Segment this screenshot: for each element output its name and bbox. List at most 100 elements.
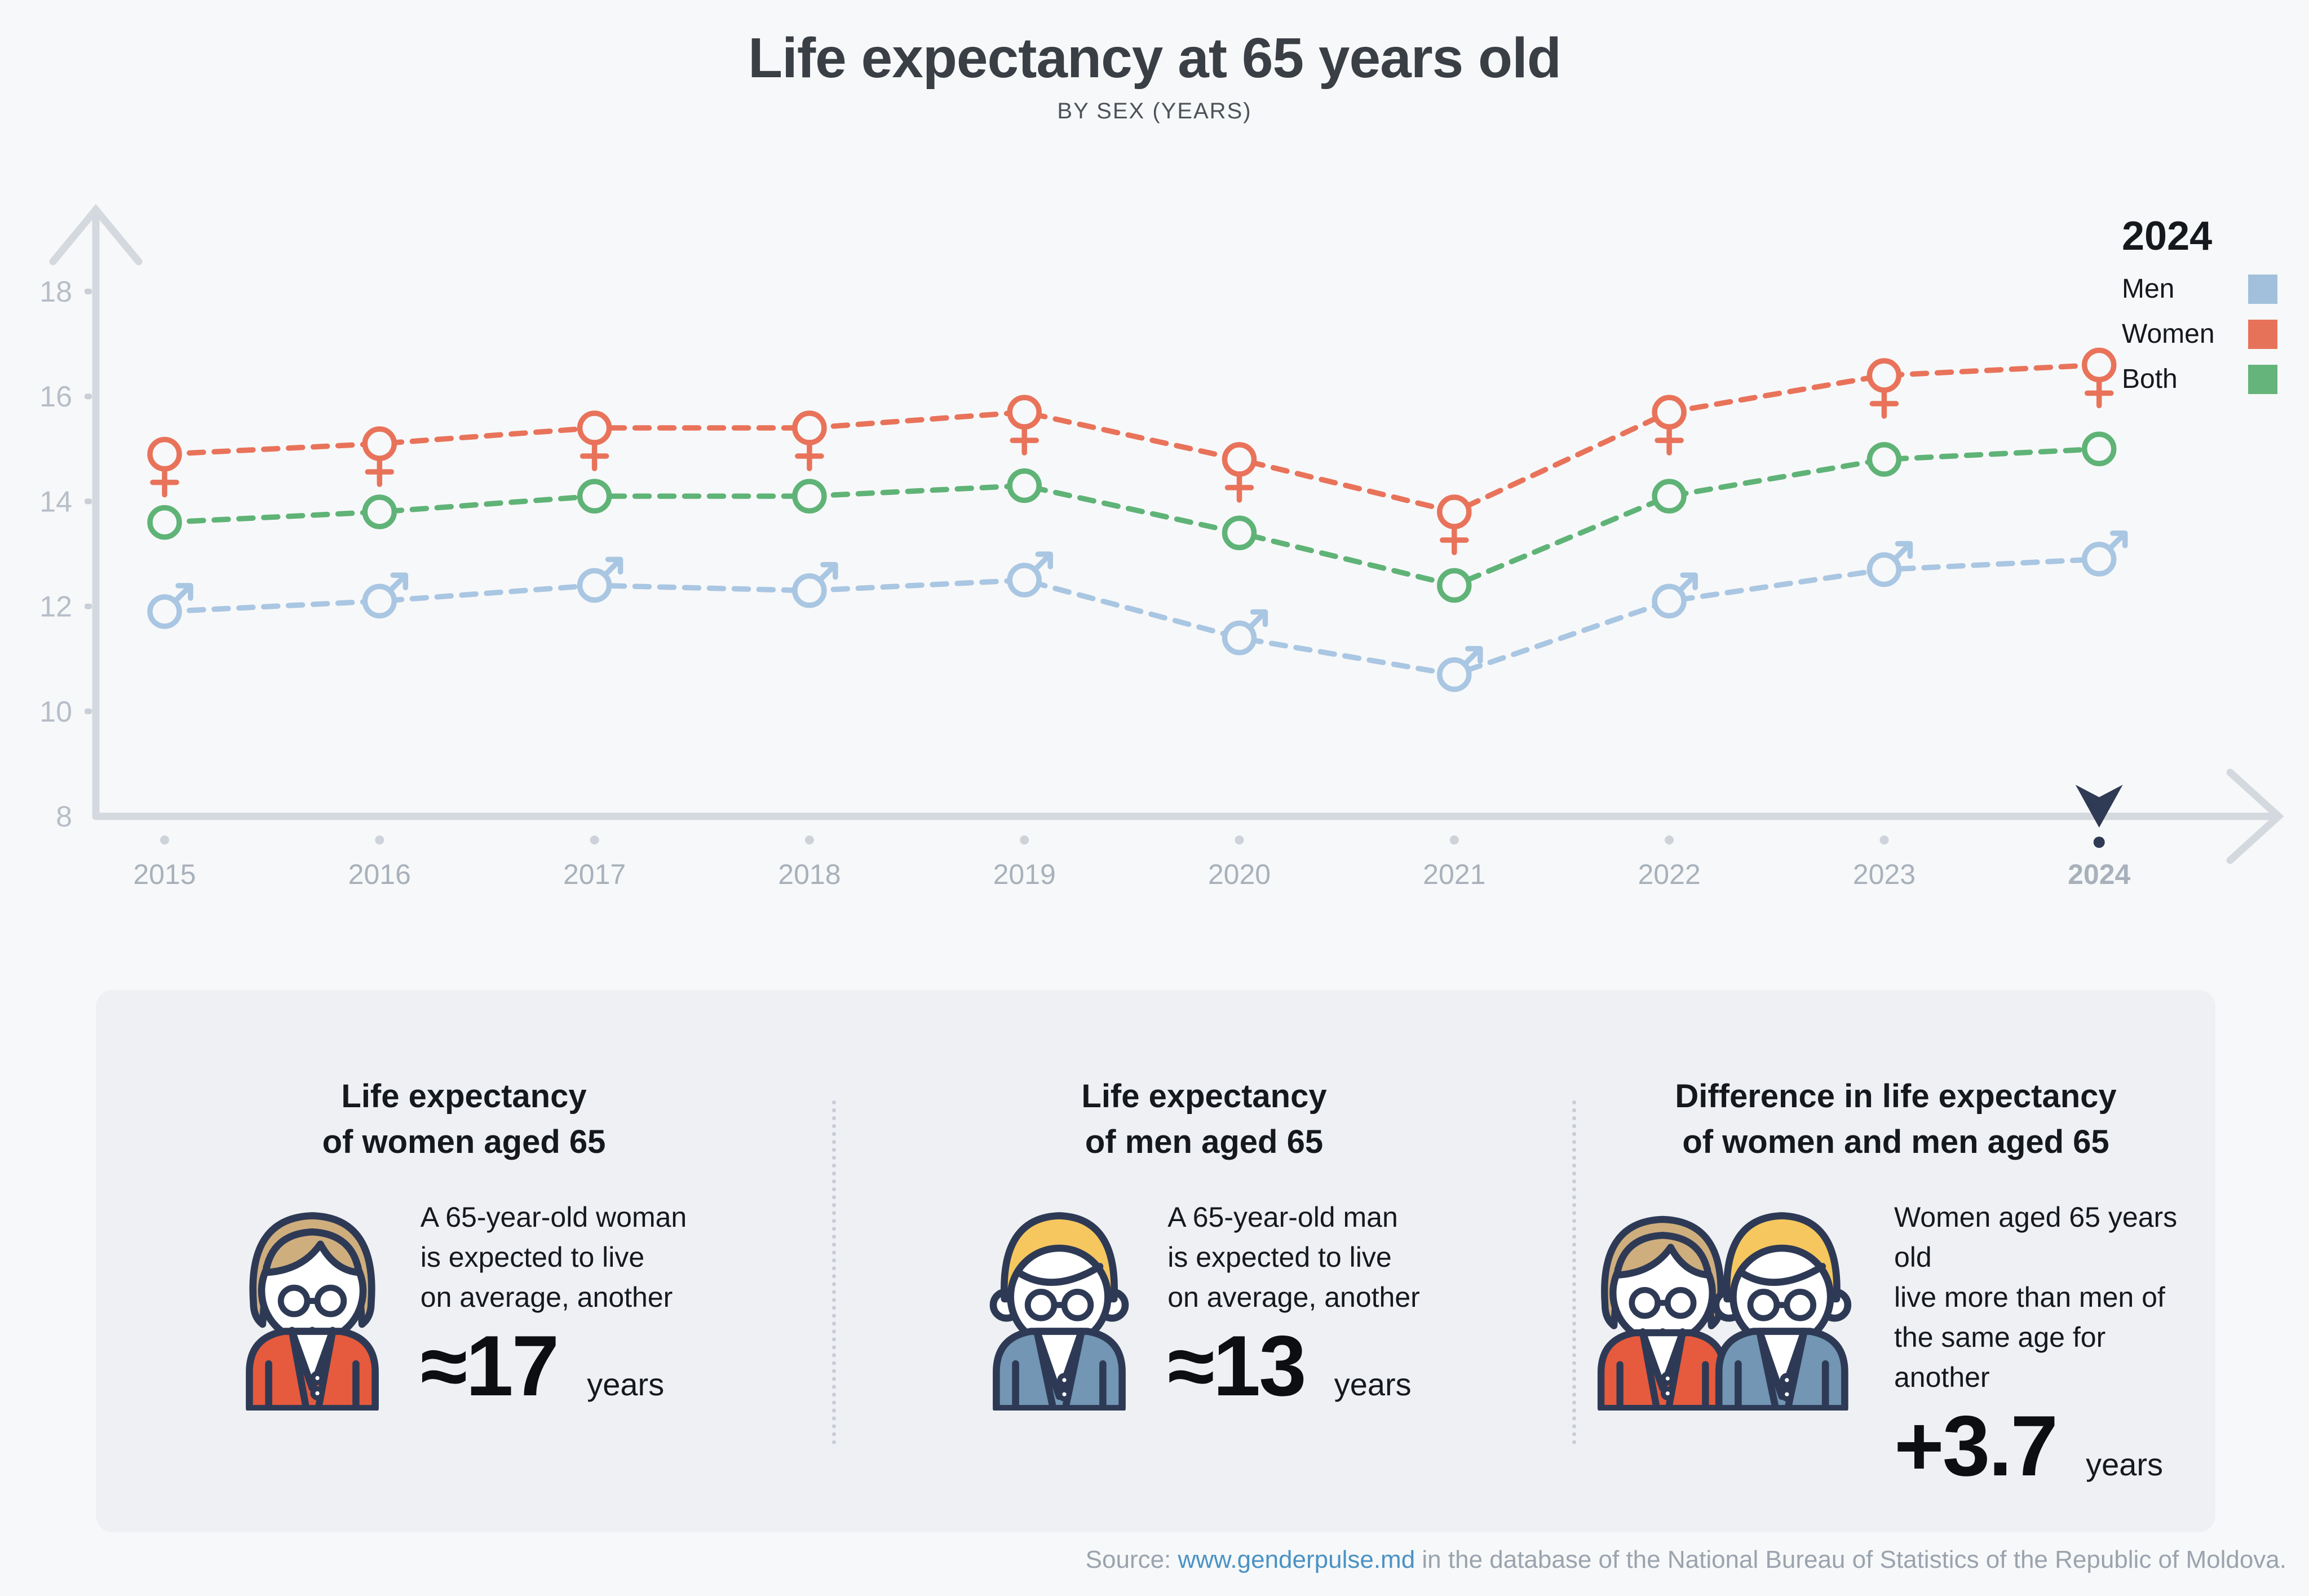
marker-women-2023	[1866, 358, 1902, 419]
year-pointer-cursor[interactable]	[2075, 785, 2123, 828]
y-tick-mark	[85, 708, 92, 714]
marker-women-2015	[147, 436, 182, 498]
marker-men-2022	[1652, 572, 1698, 619]
x-tick-label-2015[interactable]: 2015	[133, 859, 196, 890]
legend-label-women: Women	[2122, 319, 2215, 349]
x-tick-dot[interactable]	[1020, 835, 1029, 845]
source-suffix: in the database of the National Bureau o…	[1415, 1546, 2286, 1573]
divider	[832, 1100, 836, 1444]
x-tick-label-2019[interactable]: 2019	[993, 859, 1056, 890]
life-expectancy-line-chart[interactable]: 8 10 12 14 16 18 2015 2016 2017 2018 2019 2020 2021 2…	[0, 0, 2309, 970]
marker-both-2015	[147, 505, 182, 540]
women-years-value: ≈17	[420, 1318, 559, 1414]
page-subtitle: BY SEX (YEARS)	[1057, 99, 1252, 123]
marker-women-2022	[1652, 395, 1687, 456]
card-women-life-expectancy: Life expectancy of women aged 65 A 65-ye…	[96, 990, 832, 1532]
marker-women-2024	[2081, 347, 2117, 409]
x-tick-dot[interactable]	[804, 835, 814, 845]
x-tick-label-2018[interactable]: 2018	[778, 859, 841, 890]
x-tick-dot[interactable]	[375, 835, 384, 845]
marker-men-2023	[1866, 541, 1913, 587]
marker-women-2017	[577, 410, 612, 471]
marker-both-2020	[1222, 515, 1257, 551]
card-title: Life expectancy of women aged 65	[322, 1078, 606, 1161]
y-tick-label: 10	[39, 696, 72, 728]
card-text: A 65-year-old woman is expected to live …	[420, 1201, 687, 1414]
x-tick-dot[interactable]	[1449, 835, 1459, 845]
legend-label-both: Both	[2122, 364, 2178, 394]
legend-selected-year: 2024	[2122, 214, 2213, 259]
source-line: Source: www.genderpulse.md in the databa…	[0, 1546, 2286, 1574]
x-tick-label-2022[interactable]: 2022	[1638, 859, 1700, 890]
x-tick-dot[interactable]	[1235, 835, 1244, 845]
woman-and-man-icon	[1593, 1197, 1857, 1411]
both-color-swatch	[2248, 364, 2277, 394]
marker-both-2022	[1652, 479, 1687, 514]
marker-both-2021	[1437, 568, 1472, 603]
marker-men-2019	[1007, 551, 1053, 598]
marker-both-2016	[362, 494, 397, 529]
series-line-both	[162, 446, 2102, 589]
marker-men-2017	[577, 556, 623, 603]
marker-both-2018	[792, 479, 827, 514]
men-years-value: ≈13	[1167, 1318, 1306, 1414]
legend-label-men: Men	[2122, 274, 2175, 304]
y-tick-mark	[85, 394, 92, 400]
women-color-swatch	[2248, 319, 2277, 349]
legend-item-men: Men	[2122, 273, 2277, 304]
series-line-women	[162, 362, 2102, 515]
x-tick-label-2016[interactable]: 2016	[348, 859, 411, 890]
x-tick-dot[interactable]	[590, 835, 599, 845]
y-tick-label: 16	[39, 381, 72, 413]
men-color-swatch	[2248, 274, 2277, 304]
legend-item-both: Both	[2122, 364, 2277, 395]
woman-icon	[241, 1197, 383, 1411]
marker-both-2024	[2081, 431, 2117, 467]
marker-men-2015	[147, 583, 193, 629]
years-unit: years	[2086, 1447, 2164, 1483]
card-men-life-expectancy: Life expectancy of men aged 65 A 65-year…	[836, 990, 1572, 1532]
years-unit: years	[1334, 1367, 1412, 1403]
card-text: A 65-year-old man is expected to live on…	[1167, 1201, 1420, 1414]
chart-legend: 2024 Men Women Both	[2122, 213, 2277, 395]
card-text: Women aged 65 years old live more than m…	[1894, 1201, 2178, 1495]
x-axis-arrow-icon	[2226, 768, 2284, 864]
marker-women-2021	[1437, 494, 1472, 555]
x-tick-label-2023[interactable]: 2023	[1853, 859, 1916, 890]
y-tick-mark	[85, 498, 92, 505]
x-tick-label-2017[interactable]: 2017	[563, 859, 626, 890]
y-tick-label: 8	[56, 801, 72, 833]
x-tick-label-2024[interactable]: 2024	[2068, 859, 2130, 890]
divider	[1572, 1100, 1576, 1444]
marker-men-2024	[2081, 530, 2128, 577]
marker-men-2020	[1222, 609, 1268, 656]
man-icon	[988, 1197, 1130, 1411]
y-tick-mark	[85, 603, 92, 609]
x-tick-label-2021[interactable]: 2021	[1423, 859, 1485, 890]
card-title: Difference in life expectancy of women a…	[1675, 1078, 2117, 1161]
x-tick-dot[interactable]	[160, 835, 169, 845]
marker-women-2020	[1222, 442, 1257, 503]
card-title: Life expectancy of men aged 65	[1081, 1078, 1327, 1161]
source-link[interactable]: www.genderpulse.md	[1178, 1546, 1416, 1573]
marker-men-2016	[362, 572, 409, 619]
selected-year-dot[interactable]	[2093, 837, 2105, 848]
x-tick-label-2020[interactable]: 2020	[1208, 859, 1271, 890]
series-line-men	[162, 556, 2102, 678]
x-tick-dot[interactable]	[1879, 835, 1889, 845]
marker-women-2018	[792, 410, 827, 471]
marker-both-2017	[577, 479, 612, 514]
card-difference-life-expectancy: Difference in life expectancy of women a…	[1576, 990, 2215, 1532]
marker-men-2018	[792, 562, 838, 608]
y-axis-arrow-icon	[49, 204, 143, 266]
x-tick-dot[interactable]	[1665, 835, 1674, 845]
source-prefix: Source:	[1085, 1546, 1178, 1573]
years-unit: years	[587, 1367, 665, 1403]
y-tick-label: 14	[39, 485, 72, 518]
summary-panel: Life expectancy of women aged 65 A 65-ye…	[96, 990, 2215, 1532]
y-tick-label: 18	[39, 276, 72, 308]
y-tick-label: 12	[39, 591, 72, 624]
marker-both-2023	[1866, 442, 1902, 477]
y-tick-mark	[85, 289, 92, 294]
